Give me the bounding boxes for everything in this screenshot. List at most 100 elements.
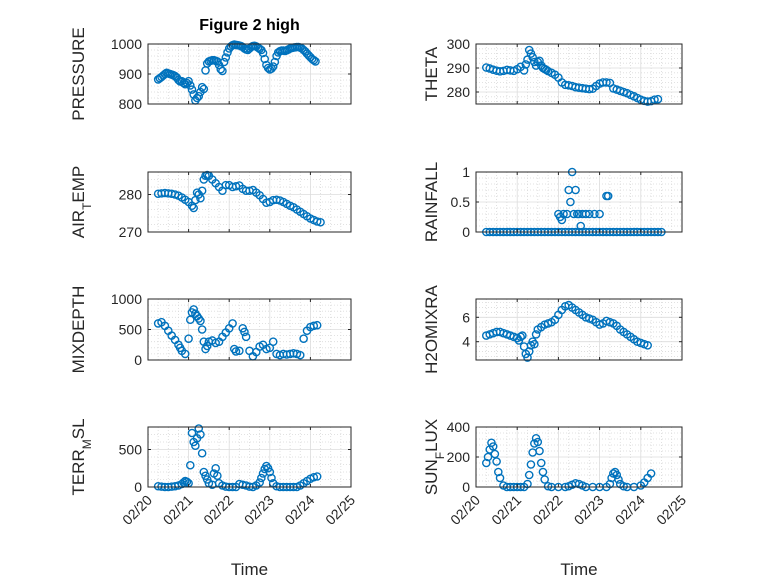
data-point — [524, 470, 534, 480]
data-point — [581, 209, 591, 219]
data-point — [524, 347, 534, 356]
data-point — [540, 475, 549, 484]
y-axis-label: RAINFALL — [422, 162, 441, 242]
data-point — [197, 82, 207, 92]
data-point — [189, 305, 198, 314]
series-mixdepth — [153, 305, 322, 361]
y-tick-label: 1000 — [111, 36, 142, 52]
data-point — [602, 78, 611, 87]
tick-marks — [147, 427, 352, 488]
tick-marks — [147, 298, 352, 361]
data-point — [187, 85, 197, 94]
data-point — [569, 209, 579, 219]
axes-box — [475, 43, 683, 105]
data-point — [179, 478, 188, 487]
y-tick-label: 200 — [447, 449, 471, 465]
data-point — [311, 57, 320, 66]
panel-air_temp: 270 280 AIRTEMP — [69, 166, 352, 240]
y-tick-label: 6 — [462, 309, 470, 325]
data-point — [531, 330, 541, 339]
data-point — [590, 209, 599, 219]
data-point — [519, 66, 529, 75]
data-point — [185, 81, 195, 90]
x-axis-label: Time — [231, 560, 268, 579]
data-point — [312, 472, 322, 481]
data-point — [614, 475, 623, 484]
y-tick-label: 280 — [119, 187, 143, 203]
tick-marks — [475, 171, 683, 233]
data-point — [263, 63, 273, 73]
y-tick-label: 0 — [462, 479, 470, 495]
panel-pressure: 800 900 1000 PRESSURE Figure 2 high — [69, 17, 352, 121]
data-point — [221, 53, 231, 62]
data-point — [309, 55, 319, 65]
data-point — [535, 446, 544, 456]
data-point — [216, 64, 226, 74]
y-tick-label: 0 — [462, 224, 470, 240]
data-point — [605, 479, 615, 489]
data-point — [595, 209, 604, 219]
data-point — [187, 428, 197, 438]
y-axis-label: SUNFLUX — [422, 419, 447, 495]
data-point — [197, 448, 207, 458]
axes-box — [475, 298, 683, 361]
data-point — [196, 316, 205, 326]
data-point — [267, 473, 276, 483]
tick-marks — [147, 172, 352, 233]
data-point — [536, 458, 546, 468]
data-point — [197, 325, 207, 334]
data-point — [495, 473, 505, 483]
data-point — [258, 48, 268, 58]
y-tick-label: 270 — [119, 224, 143, 240]
data-point — [199, 84, 209, 94]
data-point — [182, 477, 192, 487]
y-tick-label: 1000 — [111, 291, 142, 307]
y-tick-label: 900 — [119, 66, 143, 82]
data-point — [494, 467, 503, 477]
data-point — [528, 52, 537, 62]
y-axis-label: THETA — [422, 46, 441, 101]
data-point — [231, 347, 241, 356]
y-tick-label: 4 — [462, 334, 470, 350]
data-point — [576, 221, 586, 231]
y-tick-label: 1 — [462, 164, 470, 180]
data-point — [180, 349, 190, 359]
data-point — [241, 332, 251, 342]
data-point — [523, 479, 532, 489]
data-point — [219, 57, 229, 67]
series-terr_msl — [153, 424, 322, 492]
data-point — [184, 76, 193, 86]
data-point — [612, 470, 622, 480]
data-point — [518, 331, 527, 340]
data-point — [257, 473, 266, 483]
data-point — [197, 186, 207, 196]
axes-box — [147, 426, 352, 488]
axes-box — [147, 171, 352, 233]
y-tick-label: 0 — [134, 352, 142, 368]
data-point — [533, 437, 543, 447]
y-tick-label: 800 — [119, 96, 143, 112]
data-point — [295, 350, 305, 360]
y-tick-label: 300 — [447, 36, 471, 52]
data-point — [543, 481, 553, 491]
data-point — [202, 341, 212, 351]
data-point — [299, 334, 308, 343]
data-point — [255, 478, 264, 487]
data-point — [309, 472, 319, 482]
data-point — [526, 460, 536, 469]
panel-rainfall: 0 0.5 1 RAINFALL — [422, 162, 683, 242]
y-axis-label: H2OMIXRA — [422, 284, 441, 373]
data-point — [194, 91, 204, 101]
y-tick-label: 400 — [447, 419, 471, 435]
y-axis-label: TERRMSL — [69, 418, 94, 495]
data-point — [535, 56, 544, 66]
data-point — [240, 327, 249, 337]
y-tick-label: 280 — [447, 84, 471, 100]
series-h2omixra — [481, 300, 652, 362]
y-axis-label: MIXDEPTH — [69, 286, 88, 374]
y-tick-label: 500 — [119, 442, 143, 458]
data-point — [235, 346, 244, 356]
data-point — [194, 424, 204, 433]
